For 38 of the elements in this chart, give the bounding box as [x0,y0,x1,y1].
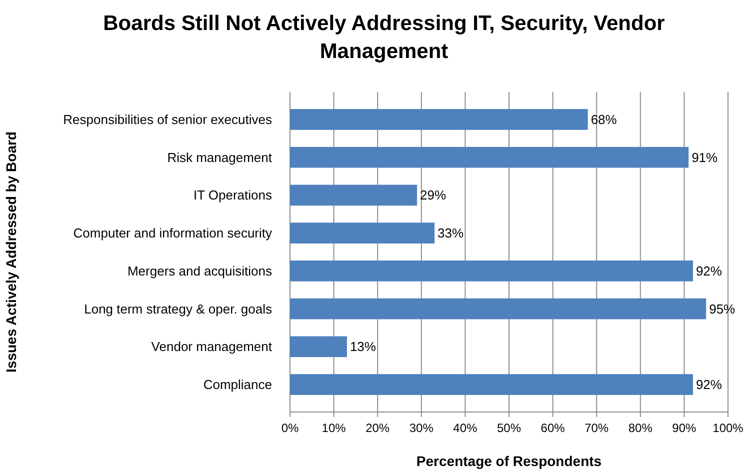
x-tick-label: 100% [712,421,744,435]
data-label: 95% [709,301,736,316]
bar [290,222,435,244]
bar [290,336,347,358]
data-label: 33% [438,226,464,241]
x-axis-title: Percentage of Respondents [416,453,602,469]
y-tick-label: Computer and information security [73,226,272,241]
y-axis-title: Issues Actively Addressed by Board [3,132,19,372]
x-tick-label: 30% [409,421,434,435]
y-tick-label: Risk management [167,150,272,165]
data-label: 91% [692,150,718,165]
x-tick-label: 80% [628,421,653,435]
chart-title: Boards Still Not Actively Addressing IT, Security, Vendor Management [103,12,665,63]
x-tick-label: 20% [366,421,390,435]
data-label: 92% [696,263,722,278]
bar [290,109,588,130]
data-label: 13% [350,339,376,354]
x-tick-label: 10% [322,421,346,435]
bar [290,146,689,168]
x-tick-label: 90% [672,421,697,435]
x-tick-label: 50% [496,421,522,435]
data-label: 92% [696,377,722,392]
bar [290,374,693,395]
bar [290,184,418,206]
x-tick-label: 60% [540,421,566,435]
y-tick-label: IT Operations [193,188,272,203]
x-tick-label: 40% [453,421,478,435]
data-label: 29% [420,188,446,203]
y-tick-label: Vendor management [151,339,272,354]
y-tick-label: Mergers and acquisitions [127,263,272,278]
x-tick-label: 0% [281,421,299,435]
y-tick-label: Compliance [203,377,272,392]
bar [290,260,693,282]
bar [290,298,706,320]
x-tick-label: 70% [584,421,609,435]
y-tick-label: Long term strategy & oper. goals [84,301,272,316]
y-tick-label: Responsibilities of senior executives [63,112,272,128]
data-label: 68% [590,112,618,128]
